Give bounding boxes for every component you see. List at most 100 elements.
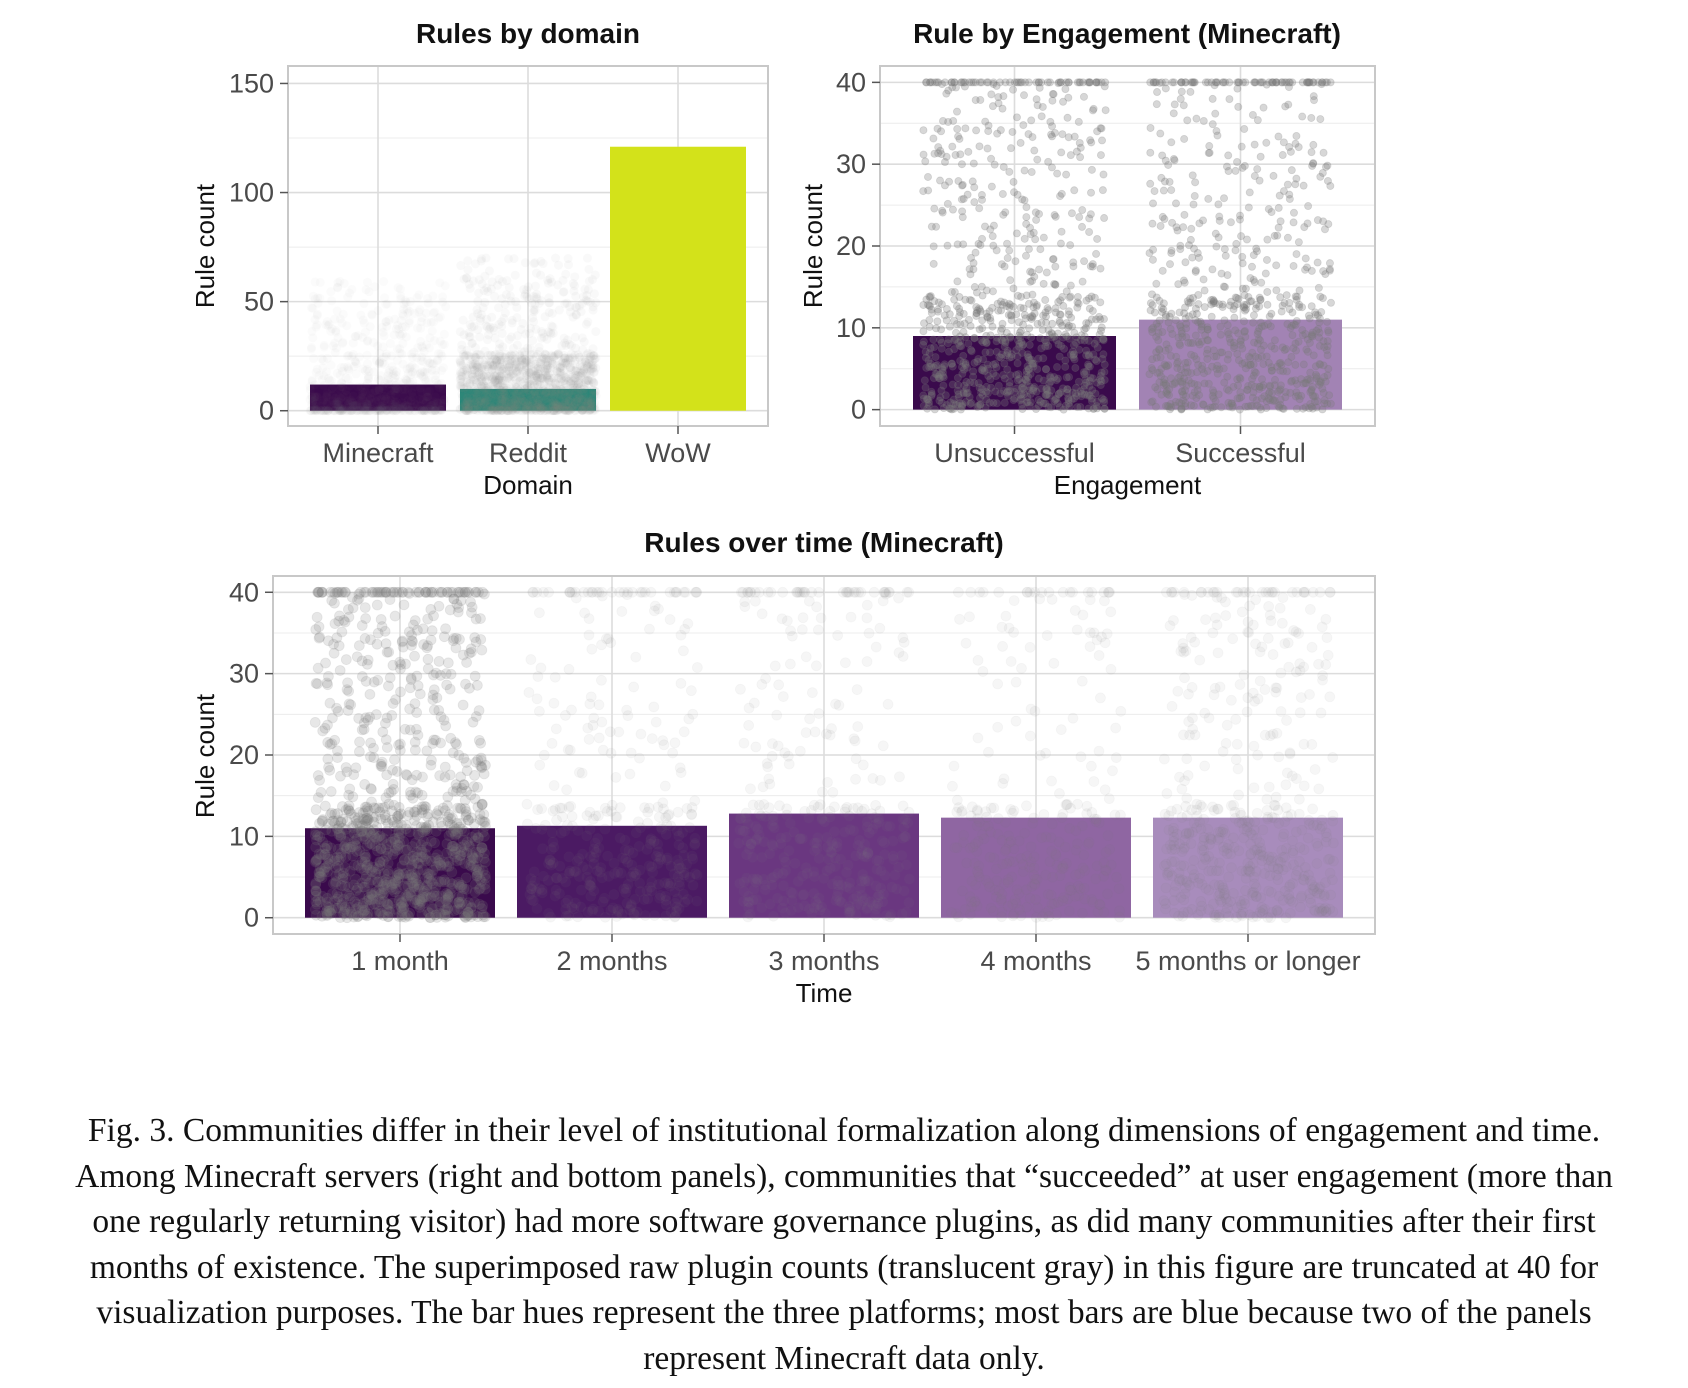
raw-point bbox=[927, 78, 936, 87]
raw-point bbox=[464, 405, 474, 415]
raw-point bbox=[485, 322, 495, 332]
raw-point bbox=[509, 394, 519, 404]
raw-point bbox=[525, 401, 535, 411]
raw-point bbox=[588, 391, 598, 401]
raw-point bbox=[520, 354, 530, 364]
raw-point bbox=[496, 394, 506, 404]
raw-point bbox=[999, 162, 1008, 171]
raw-point bbox=[541, 363, 551, 373]
raw-point bbox=[543, 370, 553, 380]
raw-point bbox=[357, 813, 369, 825]
raw-point bbox=[431, 366, 440, 375]
raw-point bbox=[519, 387, 529, 397]
raw-point bbox=[482, 402, 492, 412]
raw-point bbox=[1218, 303, 1227, 312]
raw-point bbox=[560, 405, 570, 415]
raw-point bbox=[470, 402, 480, 412]
raw-point bbox=[465, 393, 475, 403]
raw-point bbox=[953, 124, 962, 133]
raw-point bbox=[490, 375, 500, 385]
raw-point bbox=[495, 389, 505, 399]
raw-point bbox=[525, 354, 535, 364]
raw-point bbox=[470, 368, 480, 378]
raw-point bbox=[514, 400, 524, 410]
raw-point bbox=[323, 761, 335, 773]
raw-point bbox=[590, 386, 600, 396]
raw-point bbox=[570, 385, 580, 395]
raw-point bbox=[1219, 282, 1228, 291]
raw-point bbox=[920, 319, 929, 328]
raw-point bbox=[519, 397, 529, 407]
raw-point bbox=[526, 395, 536, 405]
raw-point bbox=[942, 89, 951, 98]
raw-point bbox=[436, 820, 448, 832]
raw-point bbox=[496, 392, 506, 402]
raw-point bbox=[516, 324, 526, 334]
raw-point bbox=[509, 394, 519, 404]
raw-point bbox=[495, 362, 505, 372]
raw-point bbox=[511, 383, 521, 393]
raw-point bbox=[462, 364, 472, 374]
raw-point bbox=[468, 312, 478, 322]
raw-point bbox=[390, 315, 399, 324]
raw-point bbox=[989, 80, 998, 89]
raw-point bbox=[921, 157, 930, 166]
raw-point bbox=[409, 650, 420, 662]
raw-point bbox=[472, 390, 482, 400]
raw-point bbox=[571, 310, 581, 320]
raw-point bbox=[547, 359, 557, 369]
raw-point bbox=[1319, 148, 1328, 157]
raw-point bbox=[569, 281, 579, 291]
raw-point bbox=[534, 369, 544, 379]
raw-point bbox=[559, 403, 569, 413]
raw-point bbox=[584, 405, 594, 415]
raw-point bbox=[499, 387, 509, 397]
raw-point bbox=[1161, 84, 1170, 93]
raw-point bbox=[468, 359, 478, 369]
raw-point bbox=[565, 395, 575, 405]
raw-point bbox=[520, 291, 530, 301]
raw-point bbox=[504, 406, 514, 416]
raw-point bbox=[545, 368, 555, 378]
raw-point bbox=[1023, 377, 1032, 386]
raw-point bbox=[442, 910, 454, 922]
raw-point bbox=[536, 357, 546, 367]
raw-point bbox=[1146, 148, 1155, 157]
raw-point bbox=[561, 373, 571, 383]
raw-point bbox=[550, 378, 560, 388]
raw-point bbox=[961, 124, 970, 133]
raw-point bbox=[423, 819, 435, 831]
raw-point bbox=[425, 634, 437, 646]
raw-point bbox=[1088, 306, 1097, 315]
raw-point bbox=[537, 354, 547, 364]
raw-point bbox=[481, 376, 491, 386]
raw-point bbox=[480, 397, 490, 407]
raw-point bbox=[497, 406, 507, 416]
raw-point bbox=[1220, 194, 1229, 203]
raw-point bbox=[585, 366, 595, 376]
raw-point bbox=[461, 365, 471, 375]
raw-point bbox=[549, 405, 559, 415]
raw-point bbox=[381, 742, 393, 753]
raw-point bbox=[460, 399, 470, 409]
raw-point bbox=[458, 360, 468, 370]
raw-point bbox=[475, 634, 487, 645]
raw-point bbox=[474, 397, 484, 407]
raw-point bbox=[366, 322, 375, 331]
raw-point bbox=[1093, 336, 1102, 345]
raw-point bbox=[1156, 221, 1165, 230]
raw-point bbox=[535, 402, 545, 412]
raw-point bbox=[1309, 140, 1318, 149]
raw-point bbox=[457, 699, 469, 711]
raw-point bbox=[457, 402, 467, 412]
raw-point bbox=[486, 405, 496, 415]
raw-point bbox=[567, 365, 577, 375]
raw-point bbox=[1180, 210, 1189, 219]
raw-point bbox=[371, 599, 383, 611]
raw-point bbox=[538, 371, 548, 381]
raw-point bbox=[475, 403, 485, 413]
raw-point bbox=[978, 390, 987, 399]
raw-point bbox=[1155, 316, 1164, 325]
raw-point bbox=[471, 377, 481, 387]
raw-point bbox=[322, 866, 333, 878]
